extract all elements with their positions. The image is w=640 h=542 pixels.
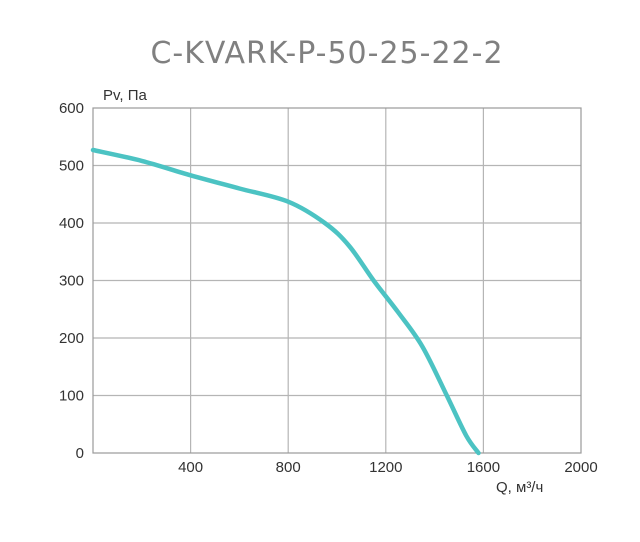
grid-layer: [93, 108, 581, 453]
y-tick-label: 300: [59, 273, 84, 290]
x-tick-label: 1600: [467, 459, 500, 476]
x-axis-label: Q, м³/ч: [496, 479, 543, 496]
series-layer: [90, 147, 481, 456]
chart-title: C-KVARK-P-50-25-22-2: [150, 36, 503, 71]
plot-border: [92, 107, 582, 454]
y-tick-labels: 0 100 200 300 400 500 600: [59, 100, 84, 462]
y-tick-label: 0: [76, 445, 84, 462]
x-tick-label: 400: [178, 459, 203, 476]
y-tick-label: 400: [59, 215, 84, 232]
y-tick-label: 600: [59, 100, 84, 117]
y-tick-label: 100: [59, 388, 84, 405]
x-tick-labels: 400 800 1200 1600 2000: [178, 459, 598, 476]
y-axis-label: Pv, Па: [103, 87, 148, 104]
series-line: [90, 147, 481, 456]
x-tick-label: 2000: [564, 459, 597, 476]
x-tick-label: 1200: [369, 459, 402, 476]
x-tick-label: 800: [276, 459, 301, 476]
y-tick-label: 500: [59, 158, 84, 175]
plot-frame: [92, 107, 582, 454]
y-tick-label: 200: [59, 330, 84, 347]
